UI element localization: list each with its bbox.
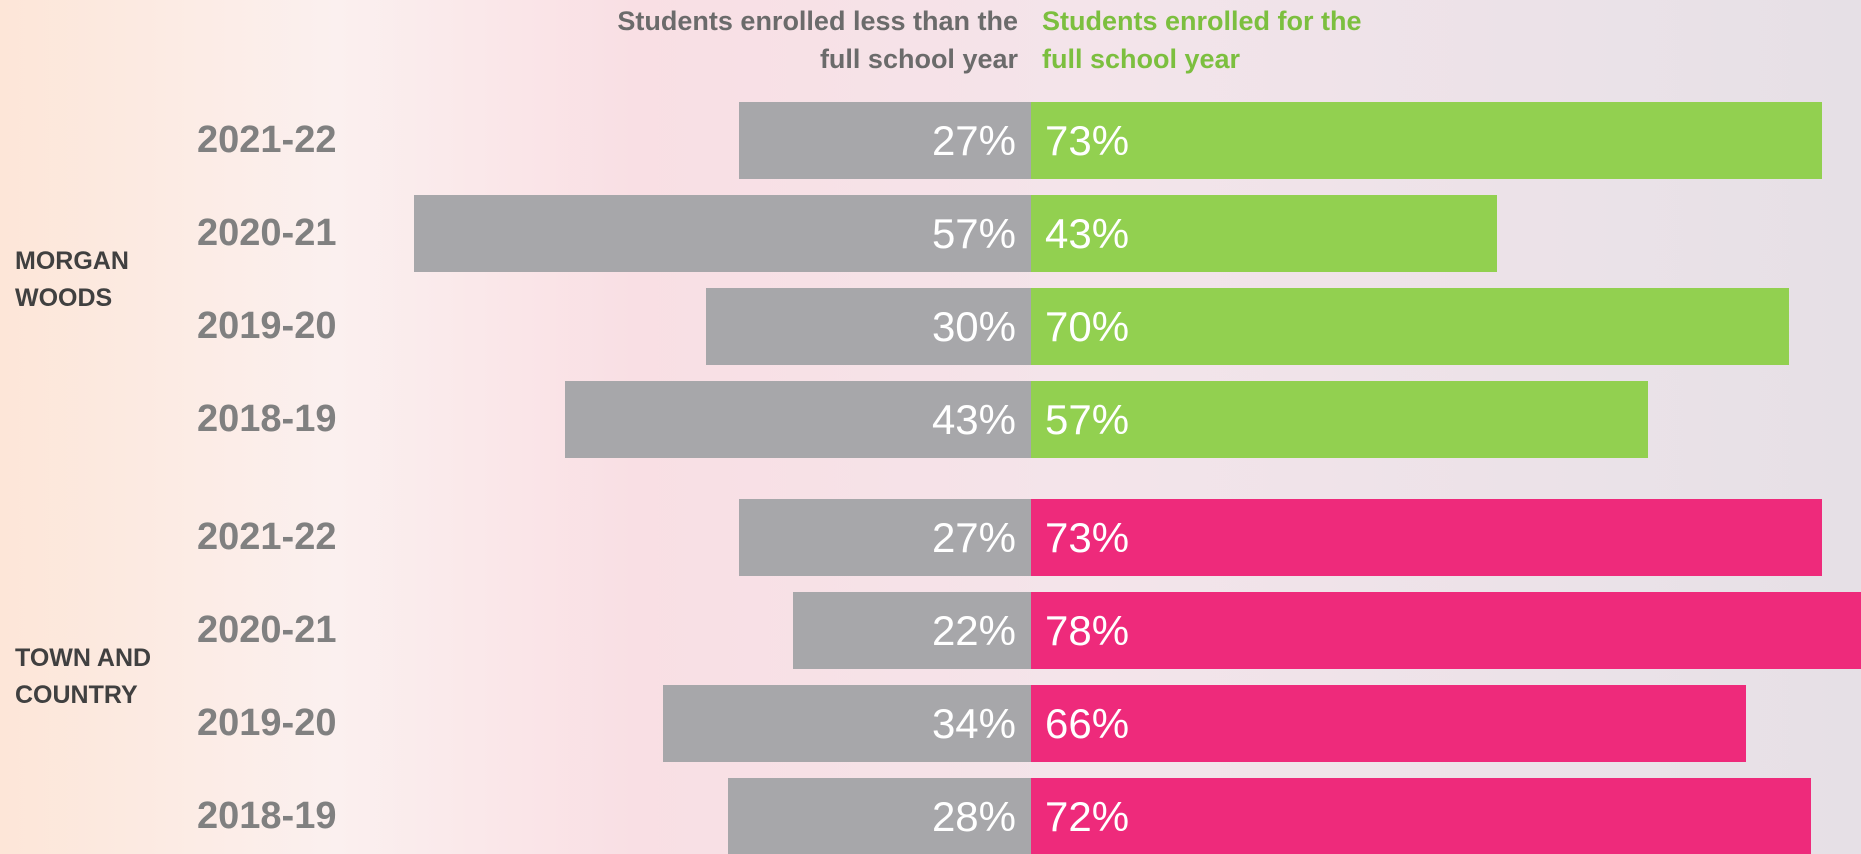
legend-left: Students enrolled less than the full sch… bbox=[617, 6, 1018, 74]
category-label: 2019-20 bbox=[197, 702, 337, 744]
value-label: 27% bbox=[931, 514, 1016, 561]
category-label: 2018-19 bbox=[197, 795, 337, 837]
bar-left bbox=[738, 102, 1031, 179]
group-label: MORGAN WOODS bbox=[15, 247, 129, 312]
value-label: 28% bbox=[931, 793, 1016, 840]
bar-right bbox=[1031, 102, 1822, 179]
category-label: 2021-22 bbox=[197, 516, 337, 558]
group-label: TOWN AND COUNTRY bbox=[15, 644, 152, 709]
bar-right bbox=[1031, 778, 1811, 854]
value-label: 73% bbox=[1045, 117, 1130, 164]
bar-left bbox=[662, 685, 1031, 762]
category-label: 2020-21 bbox=[197, 609, 337, 651]
value-label: 72% bbox=[1045, 793, 1130, 840]
value-label: 66% bbox=[1045, 700, 1130, 747]
bar-right bbox=[1031, 499, 1822, 576]
value-label: 27% bbox=[931, 117, 1016, 164]
value-label: 43% bbox=[1045, 210, 1130, 257]
bar-left bbox=[727, 778, 1031, 854]
legend-right: Students enrolled for the full school ye… bbox=[1042, 6, 1362, 74]
category-label: 2018-19 bbox=[197, 398, 337, 440]
bar-left bbox=[792, 592, 1031, 669]
bar-left bbox=[565, 381, 1031, 458]
bar-left bbox=[706, 288, 1031, 365]
value-label: 57% bbox=[1045, 396, 1130, 443]
value-label: 22% bbox=[931, 607, 1016, 654]
value-label: 43% bbox=[931, 396, 1016, 443]
value-label: 78% bbox=[1045, 607, 1130, 654]
value-label: 34% bbox=[931, 700, 1016, 747]
category-label: 2021-22 bbox=[197, 119, 337, 161]
bar-right bbox=[1031, 195, 1497, 272]
bar-left bbox=[413, 195, 1031, 272]
category-label: 2019-20 bbox=[197, 305, 337, 347]
bar-left bbox=[738, 499, 1031, 576]
category-label: 2020-21 bbox=[197, 212, 337, 254]
bar-right bbox=[1031, 288, 1790, 365]
bar-right bbox=[1031, 592, 1861, 669]
value-label: 30% bbox=[931, 303, 1016, 350]
value-label: 73% bbox=[1045, 514, 1130, 561]
value-label: 70% bbox=[1045, 303, 1130, 350]
bar-right bbox=[1031, 381, 1649, 458]
value-label: 57% bbox=[931, 210, 1016, 257]
bar-right bbox=[1031, 685, 1746, 762]
